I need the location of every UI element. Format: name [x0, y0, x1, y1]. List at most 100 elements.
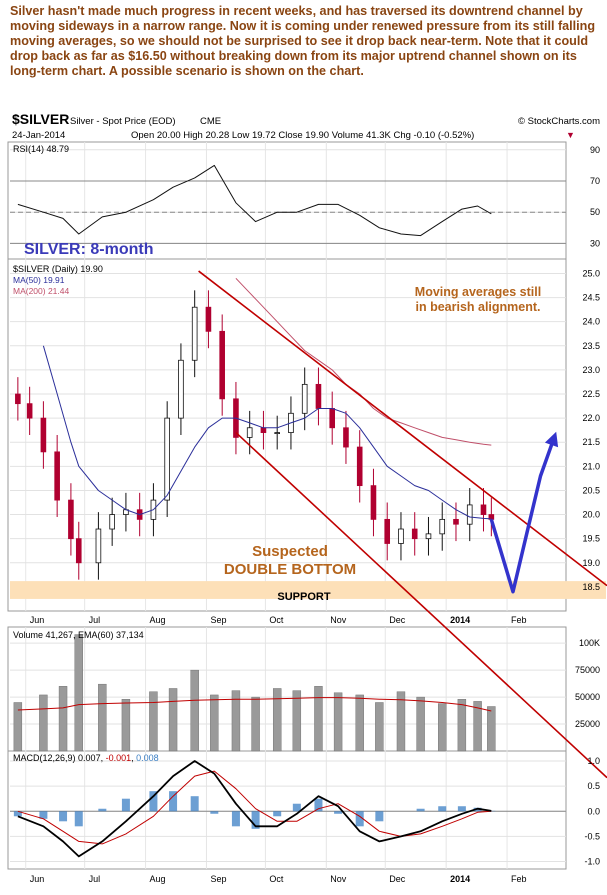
price-candle	[109, 514, 115, 530]
quote-label: Open 20.00 High 20.28 Low 19.72 Close 19…	[131, 130, 474, 141]
price-tick: 24.5	[582, 293, 600, 303]
price-tick: 22.5	[582, 389, 600, 399]
price-candle	[315, 383, 322, 409]
volume-bar	[272, 688, 282, 752]
volume-bar	[314, 686, 323, 752]
price-candle	[370, 485, 377, 520]
volume-bar	[39, 694, 48, 752]
price-candle	[68, 499, 74, 540]
volume-tick: 25000	[575, 719, 600, 729]
support-band	[10, 581, 606, 599]
exchange-label: CME	[200, 116, 221, 127]
price-candle	[356, 446, 363, 487]
volume-bar	[333, 692, 343, 752]
price-tick: 20.5	[582, 485, 600, 495]
rsi-legend: RSI(14) 48.79	[13, 144, 69, 154]
macd-histogram-bar	[149, 791, 158, 812]
price-candle	[301, 383, 308, 414]
price-candle	[219, 330, 225, 400]
channel-upper-line	[198, 270, 607, 587]
macd-histogram-bar	[210, 811, 219, 814]
symbol-label: $SILVER	[12, 111, 69, 127]
macd-tick: -0.5	[584, 831, 600, 841]
watermark: © StockCharts.com	[518, 116, 600, 127]
volume-bar	[231, 690, 241, 752]
ma50-line	[42, 345, 492, 520]
price-candle	[488, 514, 495, 520]
price-tick: 21.0	[582, 461, 600, 471]
price-tick: 20.0	[582, 510, 600, 520]
x-tick-label: Sep	[210, 874, 226, 884]
price-tick: 23.5	[582, 341, 600, 351]
price-tick: 24.0	[582, 317, 600, 327]
volume-bar	[121, 699, 131, 752]
macd-tick: 1.0	[587, 756, 600, 766]
annotation-line: DOUBLE BOTTOM	[224, 561, 356, 578]
x-tick-label: Nov	[330, 615, 347, 625]
volume-bar	[375, 702, 384, 752]
price-candle	[439, 518, 446, 535]
price-candle	[425, 533, 432, 540]
axes-layer: Jun Jun Jul Jul Aug Aug Sep Sep Oct Oct Nov Nov Dec D…	[30, 145, 600, 884]
macd-legend-signal: -0.001	[106, 753, 132, 763]
macd-legend: MACD(12,26,9) 0.007, -0.001, 0.008	[13, 753, 159, 763]
scenario-path	[489, 436, 556, 594]
macd-legend-value: 0.007	[78, 753, 101, 763]
rsi-tick: 70	[590, 176, 600, 186]
volume-bar	[168, 688, 178, 752]
volume-bar	[98, 683, 107, 752]
volume-bar	[210, 694, 219, 752]
annotation-line: in bearish alignment.	[415, 300, 540, 314]
macd-histogram-bar	[98, 808, 107, 812]
volume-bar	[457, 699, 467, 752]
price-candle	[329, 408, 336, 429]
ma-annotation: Moving averages still in bearish alignmen…	[415, 285, 541, 314]
x-tick-label: Dec	[389, 874, 406, 884]
x-tick-label: Aug	[150, 615, 166, 625]
rsi-tick: 90	[590, 145, 600, 155]
volume-bar	[149, 691, 158, 752]
x-tick-label: Dec	[389, 615, 406, 625]
volume-bar	[58, 686, 68, 752]
x-tick-label: Nov	[330, 874, 347, 884]
x-tick-label: Jul	[89, 615, 101, 625]
price-legend-main: $SILVER (Daily) 19.90	[13, 264, 103, 274]
date-label: 24-Jan-2014	[12, 130, 65, 141]
price-candle	[453, 518, 459, 525]
macd-histogram-bar	[375, 811, 384, 822]
annotation-line: Moving averages still	[415, 285, 541, 299]
price-candle	[164, 417, 170, 501]
chart-title: SILVER: 8-month	[24, 241, 153, 258]
support-label: SUPPORT	[277, 591, 330, 603]
x-tick-label: Feb	[511, 615, 527, 625]
price-tick: 21.5	[582, 437, 600, 447]
volume-ema-line	[17, 697, 492, 712]
macd-histogram-bar	[190, 796, 199, 812]
price-candle	[343, 427, 349, 448]
rsi-line	[17, 164, 492, 237]
macd-histogram-bar	[438, 806, 447, 812]
macd-histogram-bar	[13, 811, 22, 817]
x-tick-label: Aug	[150, 874, 166, 884]
macd-line	[17, 760, 492, 858]
price-candle	[15, 393, 21, 405]
macd-histogram-bar	[39, 811, 48, 819]
volume-bar	[438, 703, 447, 752]
volume-tick: 100K	[579, 638, 600, 648]
macd-histogram-bar	[74, 811, 83, 827]
channel-lower-line	[235, 432, 607, 779]
annotation-line: Suspected	[252, 543, 328, 560]
volume-tick: 75000	[575, 665, 600, 675]
price-candle	[246, 427, 253, 438]
price-candle	[260, 427, 267, 433]
volume-legend: Volume 41,267, EMA(60) 37,134	[13, 630, 144, 640]
support-zone	[10, 581, 606, 599]
volume-bar	[487, 706, 496, 752]
volume-tick: 50000	[575, 692, 600, 702]
x-tick-label: Oct	[269, 874, 284, 884]
volume-bar	[190, 669, 199, 752]
price-candle	[95, 528, 102, 564]
price-legend-ma50: MA(50) 19.91	[13, 275, 65, 285]
x-tick-label: Jun	[30, 615, 45, 625]
